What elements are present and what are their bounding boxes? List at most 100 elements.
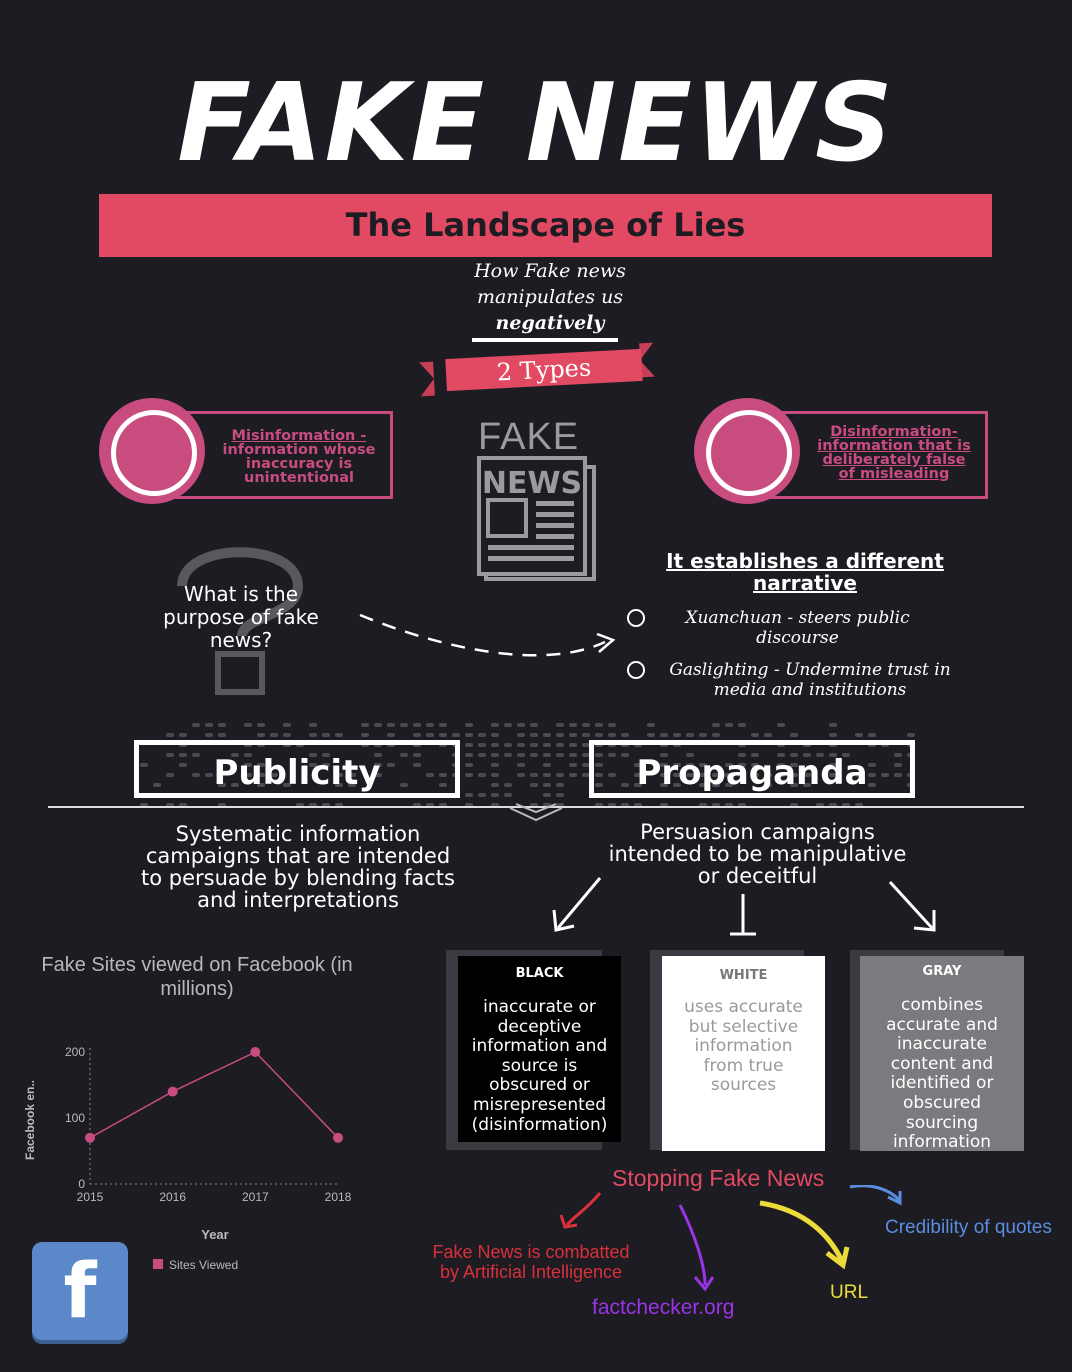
disinformation-line: deliberately false <box>806 453 982 467</box>
purpose-point: Gaslighting - Undermine trust in media a… <box>660 660 960 700</box>
tagline: How Fake news manipulates us negatively <box>440 258 660 336</box>
decor-dot <box>478 753 486 757</box>
black-card-body: inaccurate or deceptive information and sou… <box>464 998 615 1135</box>
decor-dot <box>192 723 200 727</box>
decor-dot <box>413 733 421 737</box>
publicity-line: to persuade by blending facts <box>124 867 472 889</box>
decor-dot <box>673 733 681 737</box>
x-tick-label: 2015 <box>77 1190 104 1204</box>
decor-dot <box>270 733 278 737</box>
decor-dot <box>465 773 473 777</box>
decor-dot <box>491 773 499 777</box>
decor-dot <box>829 723 837 727</box>
decor-dot <box>465 763 473 767</box>
decor-dot <box>465 753 473 757</box>
facebook-icon: f <box>32 1242 128 1340</box>
decor-dot <box>608 733 616 737</box>
decor-dot <box>504 783 512 787</box>
chart-title: Fake Sites viewed on Facebook (in millio… <box>22 953 372 1001</box>
card-line: inaccurate or <box>464 998 615 1018</box>
decor-dot <box>465 723 473 727</box>
decor-dot <box>244 723 252 727</box>
decor-dot <box>478 733 486 737</box>
card-line: sources <box>668 1076 819 1096</box>
purpose-answer-line: It establishes a different <box>660 550 950 572</box>
data-point <box>250 1047 260 1057</box>
decor-dot <box>465 733 473 737</box>
publicity-line: campaigns that are intended <box>124 845 472 867</box>
decor-dot <box>426 733 434 737</box>
ai-note-line: by Artificial Intelligence <box>420 1262 642 1282</box>
types-ribbon: 2 Types <box>445 349 642 391</box>
data-point <box>333 1133 343 1143</box>
decor-dot <box>556 793 564 797</box>
misinformation-definition: Misinformation - information whose inacc… <box>214 429 384 485</box>
card-line: from true <box>668 1057 819 1077</box>
decor-dot <box>543 773 551 777</box>
decor-dot <box>166 733 174 737</box>
dashed-arrow-icon <box>355 600 620 670</box>
card-line: (disinformation) <box>464 1116 615 1136</box>
decor-dot <box>491 743 499 747</box>
decor-dot <box>530 773 538 777</box>
black-propaganda-card: BLACK inaccurate or deceptive information … <box>458 956 621 1142</box>
tagline-line-3: negatively <box>440 310 660 336</box>
decor-dot <box>569 733 577 737</box>
purpose-point-line: Xuanchuan - steers public <box>660 608 935 628</box>
decor-dot <box>257 733 265 737</box>
decor-dot <box>491 763 499 767</box>
tagline-line-1: How Fake news <box>440 258 660 284</box>
decor-dot <box>504 793 512 797</box>
x-tick-label: 2018 <box>325 1190 352 1204</box>
gray-card-body: combines accurate and inaccurate content an… <box>866 996 1018 1151</box>
data-point <box>168 1087 178 1097</box>
card-line: sourcing <box>866 1114 1018 1134</box>
decor-dot <box>309 733 317 737</box>
disinformation-line: information that is <box>806 439 982 453</box>
decor-dot <box>478 773 486 777</box>
decor-dot <box>829 733 837 737</box>
decor-dot <box>387 723 395 727</box>
decor-dot <box>491 733 499 737</box>
subtitle-banner: The Landscape of Lies <box>99 194 992 257</box>
factchecker-link[interactable]: factchecker.org <box>592 1296 734 1320</box>
facebook-letter: f <box>32 1246 128 1336</box>
decor-dot <box>517 773 525 777</box>
series-line <box>90 1052 338 1138</box>
propaganda-label: Propaganda <box>589 753 915 793</box>
decor-dot <box>465 743 473 747</box>
decor-dot <box>556 783 564 787</box>
decor-dot <box>218 733 226 737</box>
decor-dot <box>491 723 499 727</box>
black-card-title: BLACK <box>458 966 621 981</box>
decor-dot <box>751 733 759 737</box>
decor-dot <box>530 783 538 787</box>
decor-dot <box>465 793 473 797</box>
decor-dot <box>907 733 915 737</box>
decor-dot <box>569 773 577 777</box>
decor-dot <box>543 743 551 747</box>
x-tick-label: 2017 <box>242 1190 269 1204</box>
decor-dot <box>205 723 213 727</box>
white-card-body: uses accurate but selective information fro… <box>668 998 819 1096</box>
purpose-answer-line: narrative <box>660 572 950 594</box>
decor-dot <box>543 733 551 737</box>
decor-dot <box>504 723 512 727</box>
decor-dot <box>504 743 512 747</box>
misinformation-title: Misinformation - <box>214 429 384 443</box>
url-note: URL <box>830 1282 868 1304</box>
decor-dot <box>504 753 512 757</box>
card-line: deceptive <box>464 1018 615 1038</box>
decor-dot <box>855 733 863 737</box>
divider-ornament-icon <box>506 800 566 826</box>
decor-dot <box>764 733 772 737</box>
disinformation-title: Disinformation- <box>806 425 982 439</box>
decor-dot <box>283 723 291 727</box>
decor-dot <box>556 773 564 777</box>
decor-dot <box>543 793 551 797</box>
decor-dot <box>530 733 538 737</box>
ai-note-line: Fake News is combatted <box>420 1242 642 1262</box>
publicity-line: and interpretations <box>124 889 472 911</box>
disinformation-line: of misleading <box>806 467 982 481</box>
decor-dot <box>569 743 577 747</box>
